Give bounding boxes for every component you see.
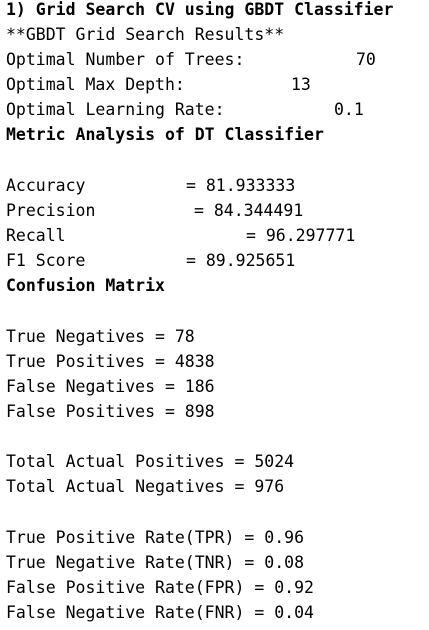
confusion-heading: Confusion Matrix (6, 276, 165, 295)
total-actual-negatives: Total Actual Negatives = 976 (6, 477, 285, 496)
optimal-lr-value: 0.1 (334, 100, 364, 119)
precision-value: = 84.344491 (194, 201, 304, 220)
f1-row: F1 Score = 89.925651 (6, 250, 426, 272)
optimal-depth-row: Optimal Max Depth: 13 (6, 74, 426, 96)
f1-label: F1 Score (6, 251, 86, 270)
optimal-depth-label: Optimal Max Depth: (6, 75, 185, 94)
recall-row: Recall = 96.297771 (6, 225, 426, 247)
true-positive-rate: True Positive Rate(TPR) = 0.96 (6, 528, 305, 547)
true-positives: True Positives = 4838 (6, 352, 215, 371)
optimal-trees-value: 70 (356, 50, 376, 69)
precision-label: Precision (6, 201, 96, 220)
optimal-lr-label: Optimal Learning Rate: (6, 100, 225, 119)
metrics-heading: Metric Analysis of DT Classifier (6, 125, 324, 144)
false-positives: False Positives = 898 (6, 402, 215, 421)
total-actual-positives: Total Actual Positives = 5024 (6, 452, 295, 471)
accuracy-label: Accuracy (6, 176, 86, 195)
optimal-trees-label: Optimal Number of Trees: (6, 50, 245, 69)
accuracy-row: Accuracy = 81.933333 (6, 175, 426, 197)
false-negatives: False Negatives = 186 (6, 377, 215, 396)
false-negative-rate: False Negative Rate(FNR) = 0.04 (6, 603, 314, 622)
optimal-depth-value: 13 (291, 75, 311, 94)
true-negative-rate: True Negative Rate(TNR) = 0.08 (6, 553, 305, 572)
optimal-lr-row: Optimal Learning Rate: 0.1 (6, 99, 426, 121)
recall-label: Recall (6, 226, 66, 245)
accuracy-value: = 81.933333 (186, 176, 296, 195)
section-title: 1) Grid Search CV using GBDT Classifier (6, 0, 394, 19)
f1-value: = 89.925651 (186, 251, 296, 270)
precision-row: Precision = 84.344491 (6, 200, 426, 222)
false-positive-rate: False Positive Rate(FPR) = 0.92 (6, 578, 314, 597)
recall-value: = 96.297771 (246, 226, 356, 245)
true-negatives: True Negatives = 78 (6, 327, 195, 346)
optimal-trees-row: Optimal Number of Trees: 70 (6, 49, 426, 71)
results-heading: **GBDT Grid Search Results** (6, 25, 285, 44)
